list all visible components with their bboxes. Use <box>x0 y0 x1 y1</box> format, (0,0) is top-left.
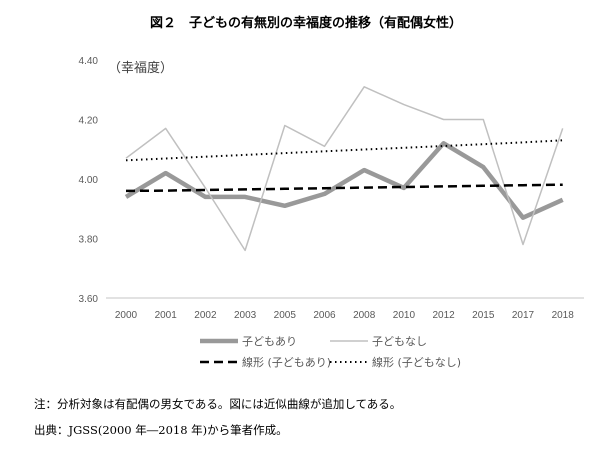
x-tick-label: 2010 <box>393 310 416 321</box>
y-tick-label: 4.00 <box>79 175 99 186</box>
y-tick-label: 4.40 <box>79 56 99 67</box>
legend-label: 子どもなし <box>372 335 427 348</box>
y-tick-label: 3.60 <box>79 294 99 305</box>
x-tick-label: 2018 <box>552 310 575 321</box>
x-tick-label: 2015 <box>472 310 495 321</box>
legend-label: 線形 (子どもあり) <box>242 355 331 369</box>
y-tick-label: 4.20 <box>79 116 99 127</box>
legend-label: 線形 (子どもなし) <box>372 355 461 369</box>
x-tick-label: 2003 <box>234 310 257 321</box>
x-tick-label: 2006 <box>313 310 336 321</box>
x-tick-label: 2001 <box>155 310 178 321</box>
x-tick-label: 2008 <box>353 310 376 321</box>
x-tick-label: 2002 <box>194 310 217 321</box>
y-axis-label: （幸福度） <box>108 60 173 76</box>
x-tick-label: 2005 <box>274 310 297 321</box>
note-text: 注：分析対象は有配偶の男女である。図には近似曲線が追加してある。 <box>34 397 402 411</box>
x-tick-label: 2012 <box>432 310 455 321</box>
x-tick-label: 2000 <box>115 310 138 321</box>
series-line-2 <box>125 183 563 193</box>
series-line-0 <box>124 141 564 220</box>
series-line-3 <box>125 139 563 162</box>
series-line-1 <box>125 86 564 252</box>
y-tick-label: 3.80 <box>79 235 99 246</box>
source-text: 出典：JGSS(2000 年―2018 年)から筆者作成。 <box>34 423 288 437</box>
chart-title: 図２ 子どもの有無別の幸福度の推移（有配偶女性） <box>149 16 462 31</box>
legend-label: 子どもあり <box>242 335 297 348</box>
x-tick-label: 2017 <box>512 310 535 321</box>
